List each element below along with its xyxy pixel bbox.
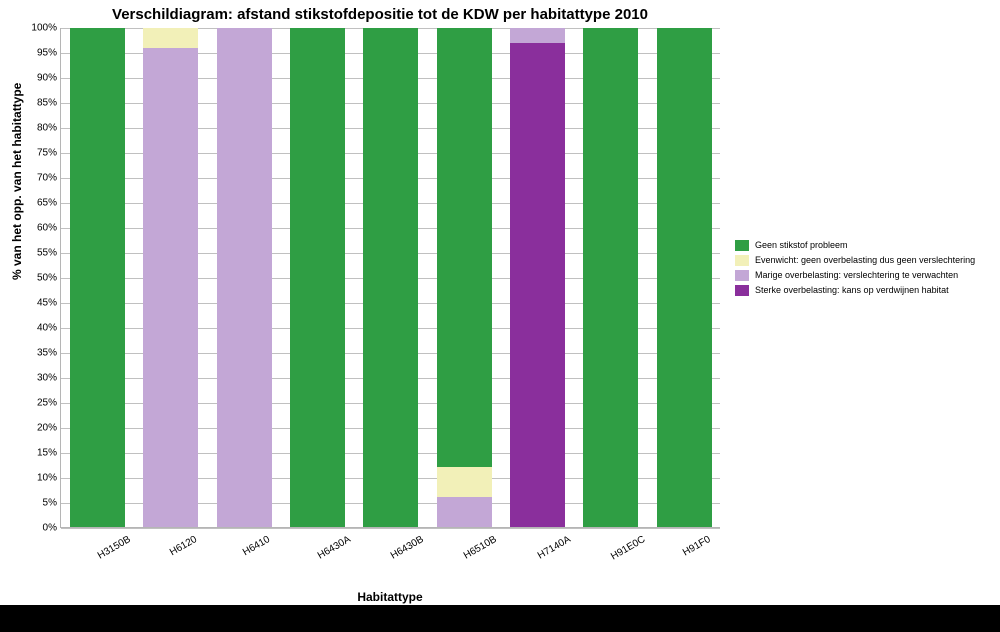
bar-segment	[657, 28, 712, 527]
ytick-label: 5%	[23, 498, 57, 509]
bar	[657, 28, 712, 527]
ytick-label: 45%	[23, 298, 57, 309]
bar-slot	[648, 28, 721, 527]
bar-segment	[437, 28, 492, 467]
bar-slot	[281, 28, 354, 527]
legend-item: Sterke overbelasting: kans op verdwijnen…	[735, 285, 995, 296]
xtick-label: H91F0	[681, 534, 712, 559]
bar-slot	[208, 28, 281, 527]
legend-item: Marige overbelasting: verslechtering te …	[735, 270, 995, 281]
ytick-label: 60%	[23, 223, 57, 234]
bar-segment	[583, 28, 638, 527]
xtick-label: H6410	[241, 534, 272, 558]
bar-segment	[437, 467, 492, 497]
bar-slot	[61, 28, 134, 527]
legend-swatch	[735, 240, 749, 251]
xtick-label: H6430A	[315, 534, 352, 562]
xtick-label: H6510B	[462, 534, 499, 562]
bar	[217, 28, 272, 527]
bar	[363, 28, 418, 527]
bar-slot	[428, 28, 501, 527]
xtick-label: H3150B	[95, 534, 132, 562]
footer-bar	[0, 605, 1000, 632]
bar	[437, 28, 492, 527]
bar-segment	[70, 28, 125, 527]
ytick-label: 70%	[23, 173, 57, 184]
ytick-label: 80%	[23, 123, 57, 134]
xtick-label: H91E0C	[609, 534, 647, 562]
ytick-label: 75%	[23, 148, 57, 159]
ytick-label: 15%	[23, 448, 57, 459]
bar-segment	[217, 28, 272, 527]
ytick-label: 20%	[23, 423, 57, 434]
x-axis-label: Habitattype	[60, 590, 720, 604]
bar-segment	[143, 28, 198, 48]
xtick-label: H6120	[168, 534, 199, 558]
bar-segment	[510, 28, 565, 43]
legend-swatch	[735, 270, 749, 281]
bar-slot	[574, 28, 647, 527]
bar-segment	[363, 28, 418, 527]
legend-label: Geen stikstof probleem	[755, 241, 848, 251]
ytick-label: 100%	[23, 23, 57, 34]
grid-line	[61, 528, 720, 529]
bar-segment	[290, 28, 345, 527]
ytick-label: 35%	[23, 348, 57, 359]
bar	[290, 28, 345, 527]
chart-title: Verschildiagram: afstand stikstofdeposit…	[0, 6, 760, 23]
ytick-label: 65%	[23, 198, 57, 209]
bar-slot	[134, 28, 207, 527]
ytick-label: 10%	[23, 473, 57, 484]
legend-label: Sterke overbelasting: kans op verdwijnen…	[755, 286, 949, 296]
legend-item: Geen stikstof probleem	[735, 240, 995, 251]
legend-swatch	[735, 255, 749, 266]
y-axis-label: % van het opp. van het habitattype	[10, 83, 24, 280]
bar	[70, 28, 125, 527]
ytick-label: 40%	[23, 323, 57, 334]
ytick-label: 30%	[23, 373, 57, 384]
xtick-label: H7140A	[535, 534, 572, 562]
bar	[510, 28, 565, 527]
legend-swatch	[735, 285, 749, 296]
xtick-label: H6430B	[389, 534, 426, 562]
ytick-label: 0%	[23, 523, 57, 534]
ytick-label: 95%	[23, 48, 57, 59]
bar-slot	[354, 28, 427, 527]
chart-canvas: Verschildiagram: afstand stikstofdeposit…	[0, 0, 1000, 632]
legend-label: Evenwicht: geen overbelasting dus geen v…	[755, 256, 975, 266]
ytick-label: 55%	[23, 248, 57, 259]
ytick-label: 25%	[23, 398, 57, 409]
legend-label: Marige overbelasting: verslechtering te …	[755, 271, 958, 281]
ytick-label: 50%	[23, 273, 57, 284]
bar-segment	[510, 43, 565, 527]
bar-segment	[143, 48, 198, 527]
bar	[143, 28, 198, 527]
bar-slot	[501, 28, 574, 527]
ytick-label: 90%	[23, 73, 57, 84]
plot-area: 0%5%10%15%20%25%30%35%40%45%50%55%60%65%…	[60, 28, 720, 528]
legend: Geen stikstof probleem Evenwicht: geen ov…	[735, 240, 995, 300]
bar	[583, 28, 638, 527]
legend-item: Evenwicht: geen overbelasting dus geen v…	[735, 255, 995, 266]
ytick-label: 85%	[23, 98, 57, 109]
bar-segment	[437, 497, 492, 527]
